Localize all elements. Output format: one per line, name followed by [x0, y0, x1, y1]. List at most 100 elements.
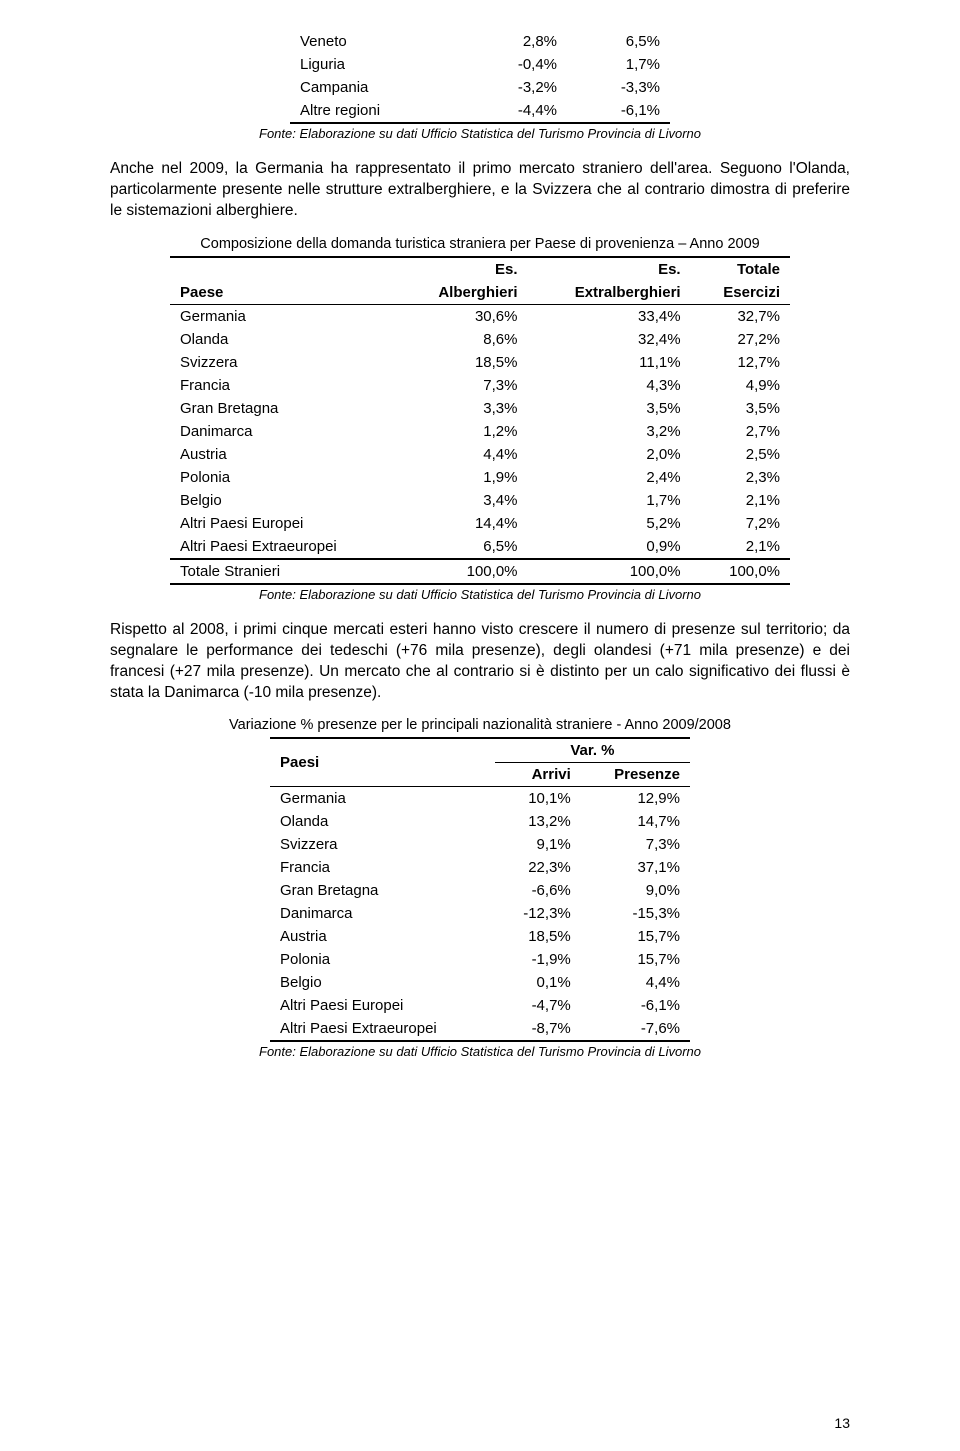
- row-v1: 2,8%: [464, 30, 567, 53]
- table-region-fragment: Veneto2,8%6,5%Liguria-0,4%1,7%Campania-3…: [290, 30, 670, 124]
- row-label: Belgio: [270, 971, 495, 994]
- table-variazione: Paesi Var. % Arrivi Presenze Germania10,…: [270, 737, 690, 1042]
- row-v1: 18,5%: [495, 925, 581, 948]
- row-v1: 0,1%: [495, 971, 581, 994]
- row-v3: 7,2%: [691, 512, 790, 535]
- paragraph-2: Rispetto al 2008, i primi cinque mercati…: [110, 620, 850, 704]
- t2-total-v1: 100,0%: [399, 559, 528, 584]
- row-label: Gran Bretagna: [170, 397, 399, 420]
- table-row: Germania30,6%33,4%32,7%: [170, 304, 790, 328]
- row-v2: 6,5%: [567, 30, 670, 53]
- row-label: Olanda: [170, 328, 399, 351]
- table-row: Austria4,4%2,0%2,5%: [170, 443, 790, 466]
- row-label: Francia: [170, 374, 399, 397]
- row-label: Germania: [270, 787, 495, 811]
- th-paesi: Paesi: [270, 738, 495, 787]
- row-v3: 2,5%: [691, 443, 790, 466]
- table-row: Liguria-0,4%1,7%: [290, 53, 670, 76]
- table-row: Polonia-1,9%15,7%: [270, 948, 690, 971]
- row-label: Austria: [270, 925, 495, 948]
- row-v2: 2,0%: [528, 443, 691, 466]
- row-label: Polonia: [170, 466, 399, 489]
- table-composizione: Paese Es. Es. Totale Alberghieri Extralb…: [170, 256, 790, 585]
- row-v2: 2,4%: [528, 466, 691, 489]
- row-v3: 3,5%: [691, 397, 790, 420]
- th-paese: Paese: [170, 257, 399, 305]
- table-row: Veneto2,8%6,5%: [290, 30, 670, 53]
- t2-total-label: Totale Stranieri: [170, 559, 399, 584]
- table-row: Campania-3,2%-3,3%: [290, 76, 670, 99]
- table-row: Altri Paesi Extraeuropei-8,7%-7,6%: [270, 1017, 690, 1041]
- row-v3: 4,9%: [691, 374, 790, 397]
- table2-fonte: Fonte: Elaborazione su dati Ufficio Stat…: [110, 587, 850, 602]
- row-v2: -15,3%: [581, 902, 690, 925]
- row-v2: 15,7%: [581, 948, 690, 971]
- table-row: Altre regioni-4,4%-6,1%: [290, 99, 670, 123]
- row-v1: 4,4%: [399, 443, 528, 466]
- table2-caption: Composizione della domanda turistica str…: [110, 236, 850, 252]
- row-v1: 18,5%: [399, 351, 528, 374]
- table-row: Belgio3,4%1,7%2,1%: [170, 489, 790, 512]
- row-label: Altri Paesi Extraeuropei: [170, 535, 399, 559]
- row-label: Campania: [290, 76, 464, 99]
- row-v3: 12,7%: [691, 351, 790, 374]
- page-number: 13: [834, 1415, 850, 1431]
- table-row: Gran Bretagna3,3%3,5%3,5%: [170, 397, 790, 420]
- row-v3: 2,1%: [691, 489, 790, 512]
- row-v1: 10,1%: [495, 787, 581, 811]
- table-row: Olanda13,2%14,7%: [270, 810, 690, 833]
- row-v2: 1,7%: [567, 53, 670, 76]
- row-v2: 3,5%: [528, 397, 691, 420]
- row-label: Danimarca: [170, 420, 399, 443]
- th-tot-b: Esercizi: [691, 281, 790, 305]
- table-row: Altri Paesi Europei14,4%5,2%7,2%: [170, 512, 790, 535]
- row-v1: 22,3%: [495, 856, 581, 879]
- row-v1: 7,3%: [399, 374, 528, 397]
- row-label: Altri Paesi Europei: [270, 994, 495, 1017]
- row-v2: -6,1%: [567, 99, 670, 123]
- row-v2: 11,1%: [528, 351, 691, 374]
- row-v1: -12,3%: [495, 902, 581, 925]
- paragraph-1: Anche nel 2009, la Germania ha rappresen…: [110, 159, 850, 222]
- th-presenze: Presenze: [581, 763, 690, 787]
- row-v2: 9,0%: [581, 879, 690, 902]
- row-v1: -4,4%: [464, 99, 567, 123]
- row-v3: 27,2%: [691, 328, 790, 351]
- th-var: Var. %: [495, 738, 690, 763]
- table-row: Francia7,3%4,3%4,9%: [170, 374, 790, 397]
- row-v2: 33,4%: [528, 304, 691, 328]
- row-v2: 5,2%: [528, 512, 691, 535]
- table-row: Svizzera9,1%7,3%: [270, 833, 690, 856]
- row-v1: -8,7%: [495, 1017, 581, 1041]
- row-v2: 0,9%: [528, 535, 691, 559]
- th-tot-a: Totale: [691, 257, 790, 281]
- table-row: Austria18,5%15,7%: [270, 925, 690, 948]
- table-row: Svizzera18,5%11,1%12,7%: [170, 351, 790, 374]
- row-v2: 3,2%: [528, 420, 691, 443]
- t2-total-v2: 100,0%: [528, 559, 691, 584]
- row-v1: -6,6%: [495, 879, 581, 902]
- row-label: Altri Paesi Europei: [170, 512, 399, 535]
- table1-fonte: Fonte: Elaborazione su dati Ufficio Stat…: [110, 126, 850, 141]
- row-v1: 1,9%: [399, 466, 528, 489]
- t2-total-v3: 100,0%: [691, 559, 790, 584]
- th-es1a: Es.: [399, 257, 528, 281]
- row-v2: 14,7%: [581, 810, 690, 833]
- row-label: Gran Bretagna: [270, 879, 495, 902]
- th-es2b: Extralberghieri: [528, 281, 691, 305]
- row-label: Olanda: [270, 810, 495, 833]
- row-v1: 30,6%: [399, 304, 528, 328]
- row-v2: 1,7%: [528, 489, 691, 512]
- table3-fonte: Fonte: Elaborazione su dati Ufficio Stat…: [110, 1044, 850, 1059]
- row-label: Polonia: [270, 948, 495, 971]
- row-label: Austria: [170, 443, 399, 466]
- table-row: Belgio0,1%4,4%: [270, 971, 690, 994]
- th-arrivi: Arrivi: [495, 763, 581, 787]
- row-label: Liguria: [290, 53, 464, 76]
- table-row: Altri Paesi Europei-4,7%-6,1%: [270, 994, 690, 1017]
- row-v2: 4,3%: [528, 374, 691, 397]
- table-row: Polonia1,9%2,4%2,3%: [170, 466, 790, 489]
- row-label: Germania: [170, 304, 399, 328]
- row-label: Belgio: [170, 489, 399, 512]
- row-label: Francia: [270, 856, 495, 879]
